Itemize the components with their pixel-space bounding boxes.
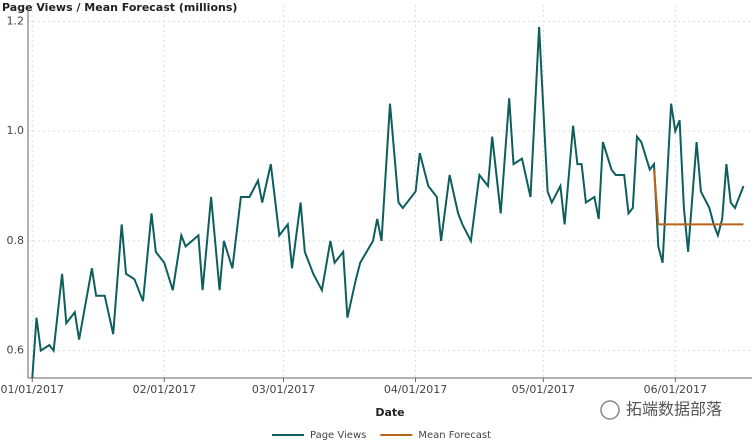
x-tick-label: 04/01/2017 xyxy=(384,383,447,396)
chart-title: Page Views / Mean Forecast (millions) xyxy=(2,1,237,14)
x-axis-label: Date xyxy=(375,406,404,419)
legend-label: Page Views xyxy=(310,430,366,441)
series-line xyxy=(653,169,744,226)
x-tick-label: 06/01/2017 xyxy=(644,383,707,396)
watermark-icon xyxy=(600,400,620,420)
x-tick-label: 02/01/2017 xyxy=(133,383,196,396)
y-tick-label: 1.0 xyxy=(7,124,25,137)
watermark: 拓端数据部落 xyxy=(626,400,722,419)
x-tick-label: 05/01/2017 xyxy=(512,383,575,396)
series-line xyxy=(31,26,745,379)
x-tick-label: 01/01/2017 xyxy=(1,383,64,396)
y-tick-label: 0.6 xyxy=(7,344,25,357)
y-tick-label: 1.2 xyxy=(7,14,25,27)
legend-label: Mean Forecast xyxy=(418,430,491,441)
x-tick-label: 03/01/2017 xyxy=(252,383,315,396)
y-tick-label: 0.8 xyxy=(7,234,25,247)
